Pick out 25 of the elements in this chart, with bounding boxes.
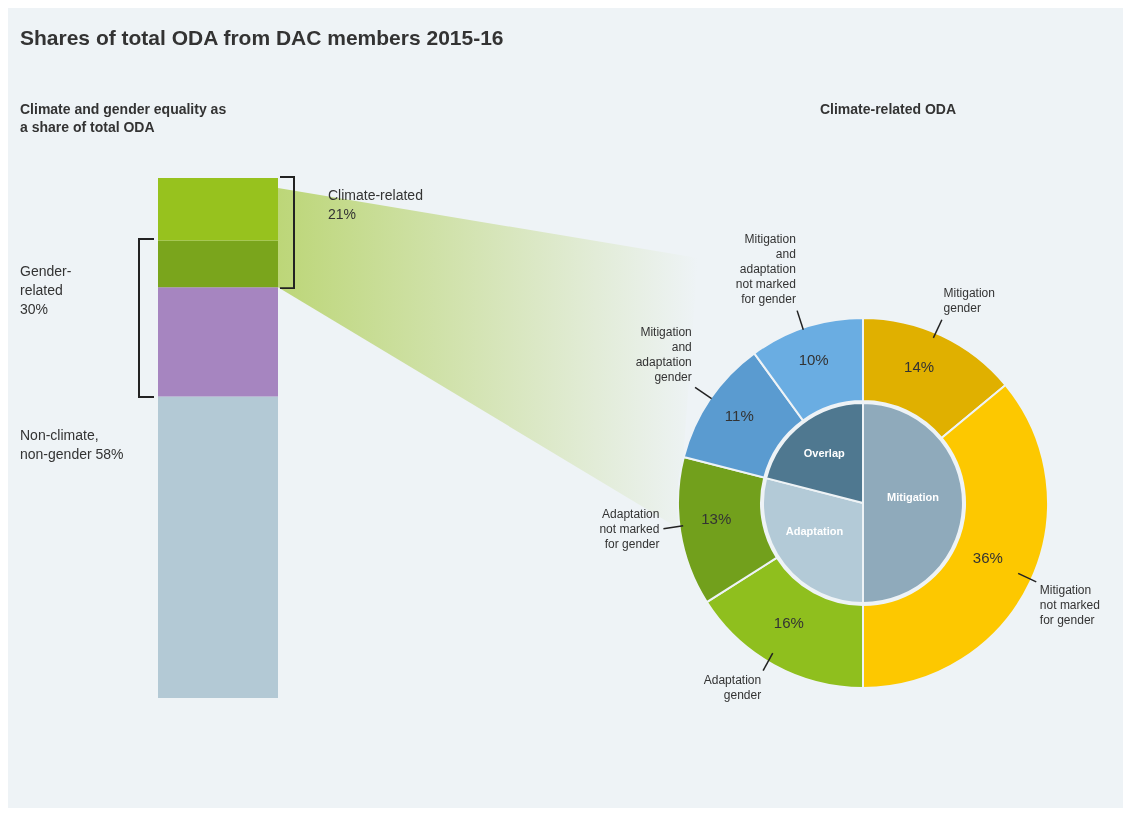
slice-label: Mitigation gender bbox=[943, 286, 995, 316]
slice-label: Mitigation and adaptation gender bbox=[635, 325, 692, 385]
text: Non-climate, non-gender 58% bbox=[20, 426, 125, 465]
data-label: 13% bbox=[701, 510, 732, 528]
data-label: 10% bbox=[798, 351, 829, 369]
bar bbox=[158, 287, 278, 397]
slice-label: Mitigation bbox=[887, 490, 940, 503]
text: Gender-related 30% bbox=[20, 262, 73, 320]
slice-label: Adaptation not marked for gender bbox=[599, 507, 660, 552]
bar bbox=[158, 240, 278, 288]
data-label: 16% bbox=[773, 613, 804, 631]
data-label: 14% bbox=[904, 358, 935, 376]
text: Climate-related 21% bbox=[328, 186, 424, 224]
slice-label: Mitigation and adaptation not marked for gender bbox=[735, 231, 796, 306]
slice-label: Adaptation bbox=[785, 524, 844, 537]
data-label: 36% bbox=[972, 549, 1003, 567]
slice-label: Adaptation gender bbox=[703, 673, 762, 703]
data-label: 11% bbox=[724, 407, 754, 425]
bar bbox=[158, 178, 278, 241]
chart-subtitle: Climate and gender equality as a share of total ODA bbox=[20, 100, 228, 136]
slice-label: Mitigation not marked for gender bbox=[1039, 582, 1100, 627]
chart-title: Climate-related ODA bbox=[818, 100, 958, 118]
bar bbox=[158, 396, 278, 698]
slice-label: Overlap bbox=[803, 447, 846, 460]
chart-title: Shares of total ODA from DAC members 2015-16 bbox=[20, 26, 504, 50]
